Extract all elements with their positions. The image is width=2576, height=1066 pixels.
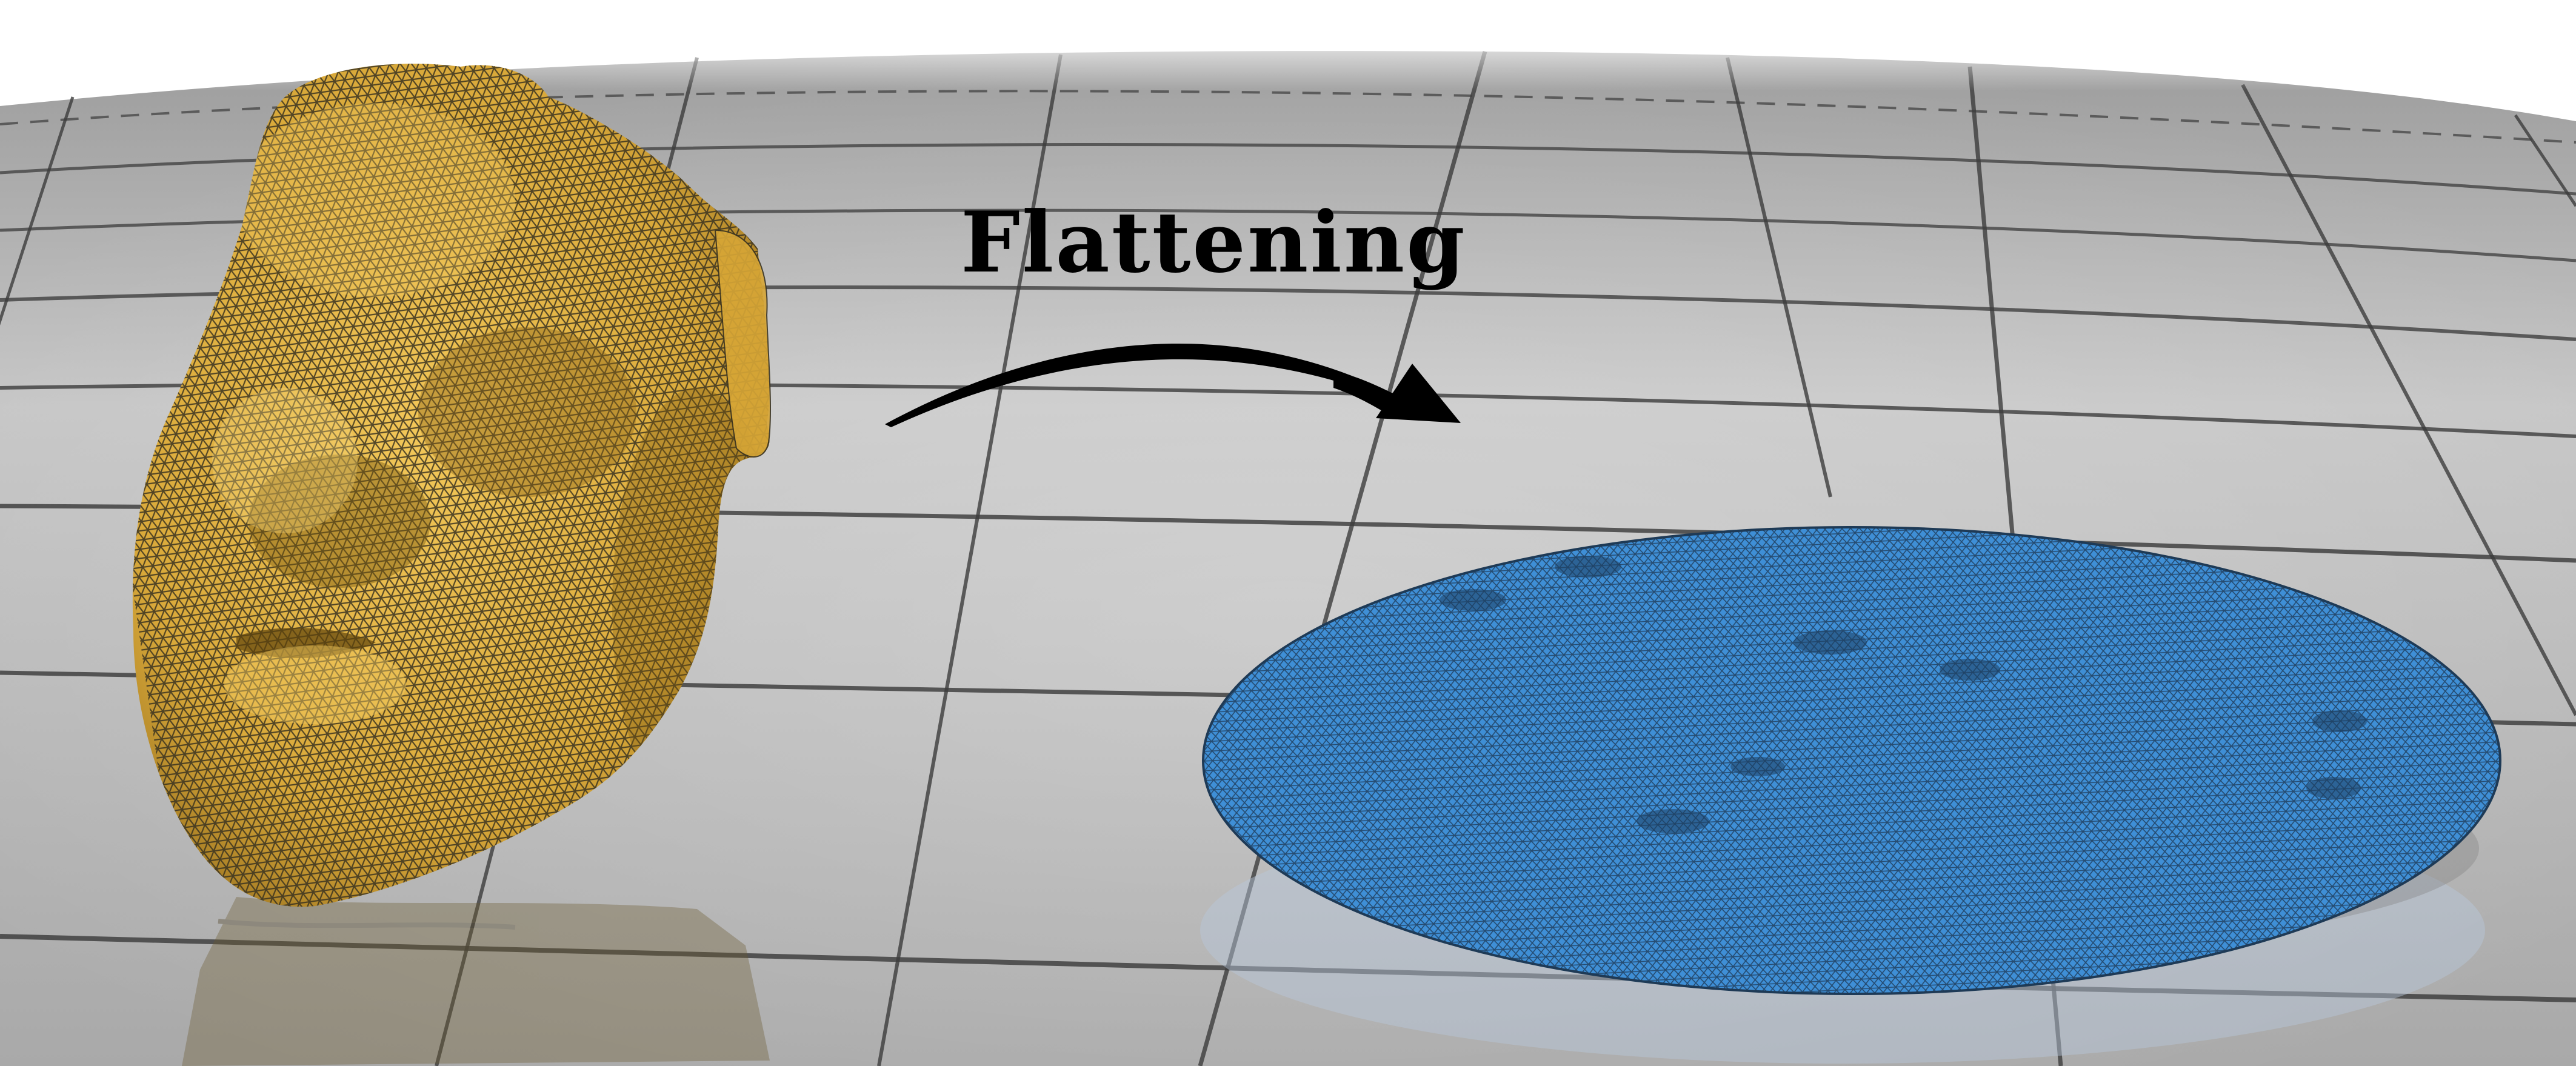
face-nose-shadow [249, 455, 430, 588]
disk-mesh [1202, 526, 2501, 995]
face-nose-highlight [212, 388, 358, 533]
disk-dense-spots [1440, 556, 2367, 833]
flattening-label: Flattening [961, 193, 1467, 291]
face-reflection [182, 897, 770, 1066]
face-lower-lip [224, 645, 406, 724]
face-mouth [236, 628, 376, 659]
arrow [885, 344, 1461, 427]
face-ear [714, 229, 771, 458]
arrow-shaft [885, 344, 1358, 427]
face-forehead [236, 103, 515, 297]
face-eye-socket [418, 327, 636, 497]
